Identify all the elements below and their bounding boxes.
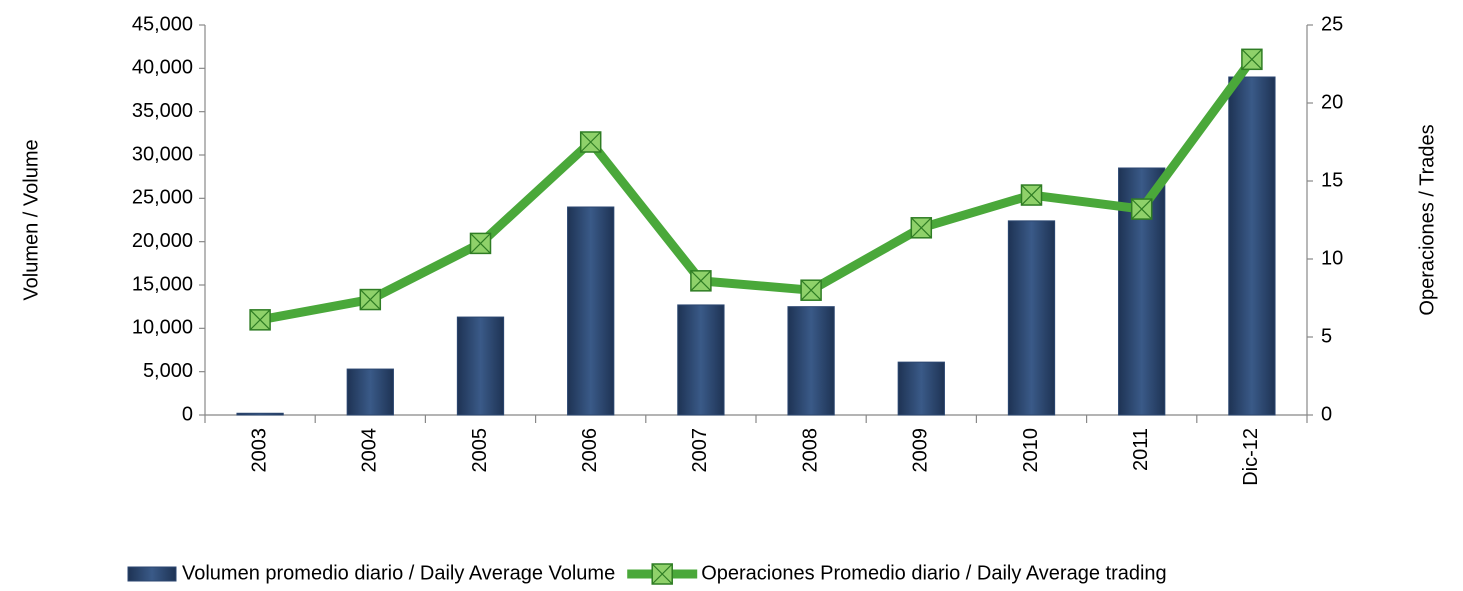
y-tick-label: 30,000 <box>132 143 193 165</box>
x-tick-label: 2007 <box>689 428 711 473</box>
x-tick-label: 2004 <box>359 428 381 473</box>
line-marker <box>910 217 933 239</box>
y-tick-label: 20,000 <box>132 230 193 252</box>
marker-cross <box>359 289 381 310</box>
line-marker <box>1020 184 1043 206</box>
marker-cross <box>910 217 932 239</box>
legend-label: Operaciones Promedio diario / Daily Aver… <box>701 562 1166 584</box>
y-tick-label: 0 <box>182 403 193 425</box>
line-marker <box>579 131 602 153</box>
line-marker <box>690 270 712 292</box>
line-marker <box>800 279 822 301</box>
x-tick-label: 2011 <box>1130 428 1152 471</box>
marker-cross <box>249 309 271 331</box>
bar <box>897 361 945 416</box>
y2-tick-label: 25 <box>1321 13 1343 35</box>
line-marker <box>249 309 271 331</box>
y2-tick-label: 5 <box>1321 325 1332 347</box>
x-tick-label: 2009 <box>910 428 932 473</box>
marker-cross <box>1131 198 1153 220</box>
bar <box>1007 220 1056 416</box>
bar <box>787 306 835 416</box>
y2-tick-label: 10 <box>1321 247 1343 269</box>
legend-swatch <box>127 566 177 582</box>
legend-label: Volumen promedio diario / Daily Average … <box>182 562 615 584</box>
line-marker <box>1130 198 1153 220</box>
y-tick-label: 10,000 <box>132 317 193 339</box>
marker-cross <box>800 279 822 301</box>
bar <box>677 304 725 416</box>
marker-cross <box>1021 184 1042 206</box>
x-tick-label: 2006 <box>579 428 601 473</box>
x-tick-label: 2010 <box>1020 428 1042 473</box>
line-marker <box>469 232 492 255</box>
marker-cross <box>1241 48 1263 70</box>
y2-tick-label: 15 <box>1321 169 1343 191</box>
marker-cross <box>580 131 602 153</box>
y-tick-label: 40,000 <box>132 57 193 79</box>
y2-axis-title: Operaciones / Trades <box>1416 124 1438 315</box>
y2-tick-label: 20 <box>1321 91 1343 113</box>
line-marker <box>1241 48 1263 71</box>
x-tick-label: 2003 <box>248 428 270 473</box>
bar <box>236 412 284 416</box>
y2-tick-label: 0 <box>1321 403 1332 425</box>
x-tick-label: 2008 <box>799 428 821 473</box>
y-tick-label: 25,000 <box>132 187 193 209</box>
legend-marker <box>651 563 673 585</box>
line <box>259 56 1256 325</box>
marker-cross <box>470 232 491 254</box>
bar <box>1228 76 1276 416</box>
y-tick-label: 5,000 <box>143 360 193 382</box>
marker-cross <box>690 270 712 292</box>
bar <box>456 316 505 416</box>
y-axis-title: Volumen / Volume <box>20 139 42 300</box>
y-tick-label: 15,000 <box>132 273 193 295</box>
x-tick-label: Dic-12 <box>1240 428 1262 486</box>
x-tick-label: 2005 <box>469 428 491 473</box>
line-marker <box>359 288 382 311</box>
y-tick-label: 45,000 <box>132 13 193 35</box>
bar <box>567 206 615 416</box>
marker-cross <box>651 563 673 585</box>
y-tick-label: 35,000 <box>132 100 193 122</box>
bar <box>346 368 394 416</box>
